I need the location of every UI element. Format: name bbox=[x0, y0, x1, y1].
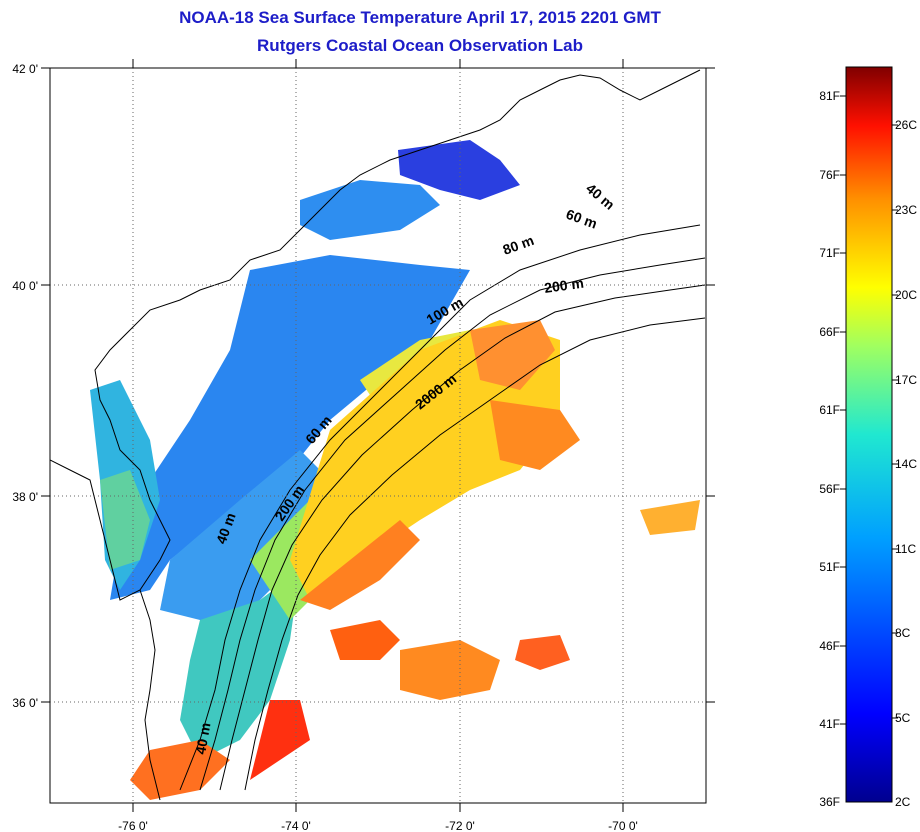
colorbar-ticks bbox=[840, 95, 898, 725]
lat-label: 40 0' bbox=[12, 279, 38, 293]
contour-label-40m-south: 40 m bbox=[192, 721, 213, 755]
colorbar-f-label: 36F bbox=[819, 795, 840, 809]
lat-label: 36 0' bbox=[12, 696, 38, 710]
lon-label: -70 0' bbox=[608, 819, 638, 832]
colorbar-f-label: 61F bbox=[819, 403, 840, 417]
colorbar-f-label: 76F bbox=[819, 168, 840, 182]
coastline-south bbox=[139, 589, 161, 801]
colorbar-c-label: 17C bbox=[895, 373, 917, 387]
map-subtitle: Rutgers Coastal Ocean Observation Lab bbox=[257, 36, 583, 55]
axis-ticks bbox=[41, 59, 715, 812]
colorbar-f-label: 41F bbox=[819, 717, 840, 731]
colorbar-c-label: 26C bbox=[895, 118, 917, 132]
colorbar-c-label: 5C bbox=[895, 711, 911, 725]
colorbar-c-label: 14C bbox=[895, 457, 917, 471]
colorbar-f-label: 66F bbox=[819, 325, 840, 339]
sst-warm-water bbox=[130, 320, 700, 800]
lat-label: 38 0' bbox=[12, 490, 38, 504]
colorbar-c-label: 20C bbox=[895, 288, 917, 302]
bathymetry-contours bbox=[179, 224, 706, 791]
colorbar bbox=[845, 66, 893, 803]
contour-label-200m: 200 m bbox=[543, 275, 585, 296]
map-grid bbox=[50, 68, 706, 803]
colorbar-f-label: 51F bbox=[819, 560, 840, 574]
colorbar-f-label: 71F bbox=[819, 246, 840, 260]
colorbar-f-label: 46F bbox=[819, 639, 840, 653]
lon-label: -72 0' bbox=[445, 819, 475, 832]
colorbar-c-label: 23C bbox=[895, 203, 917, 217]
colorbar-f-label: 81F bbox=[819, 89, 840, 103]
sst-cold-water bbox=[90, 140, 520, 620]
colorbar-f-label: 56F bbox=[819, 482, 840, 496]
colorbar-c-label: 8C bbox=[895, 626, 911, 640]
coastline bbox=[50, 69, 701, 601]
colorbar-c-label: 2C bbox=[895, 795, 911, 809]
map-title: NOAA-18 Sea Surface Temperature April 17… bbox=[179, 8, 661, 27]
lon-label: -76 0' bbox=[118, 819, 148, 832]
lon-label: -74 0' bbox=[281, 819, 311, 832]
colorbar-c-label: 11C bbox=[895, 542, 916, 556]
lat-label: 42 0' bbox=[12, 62, 38, 76]
